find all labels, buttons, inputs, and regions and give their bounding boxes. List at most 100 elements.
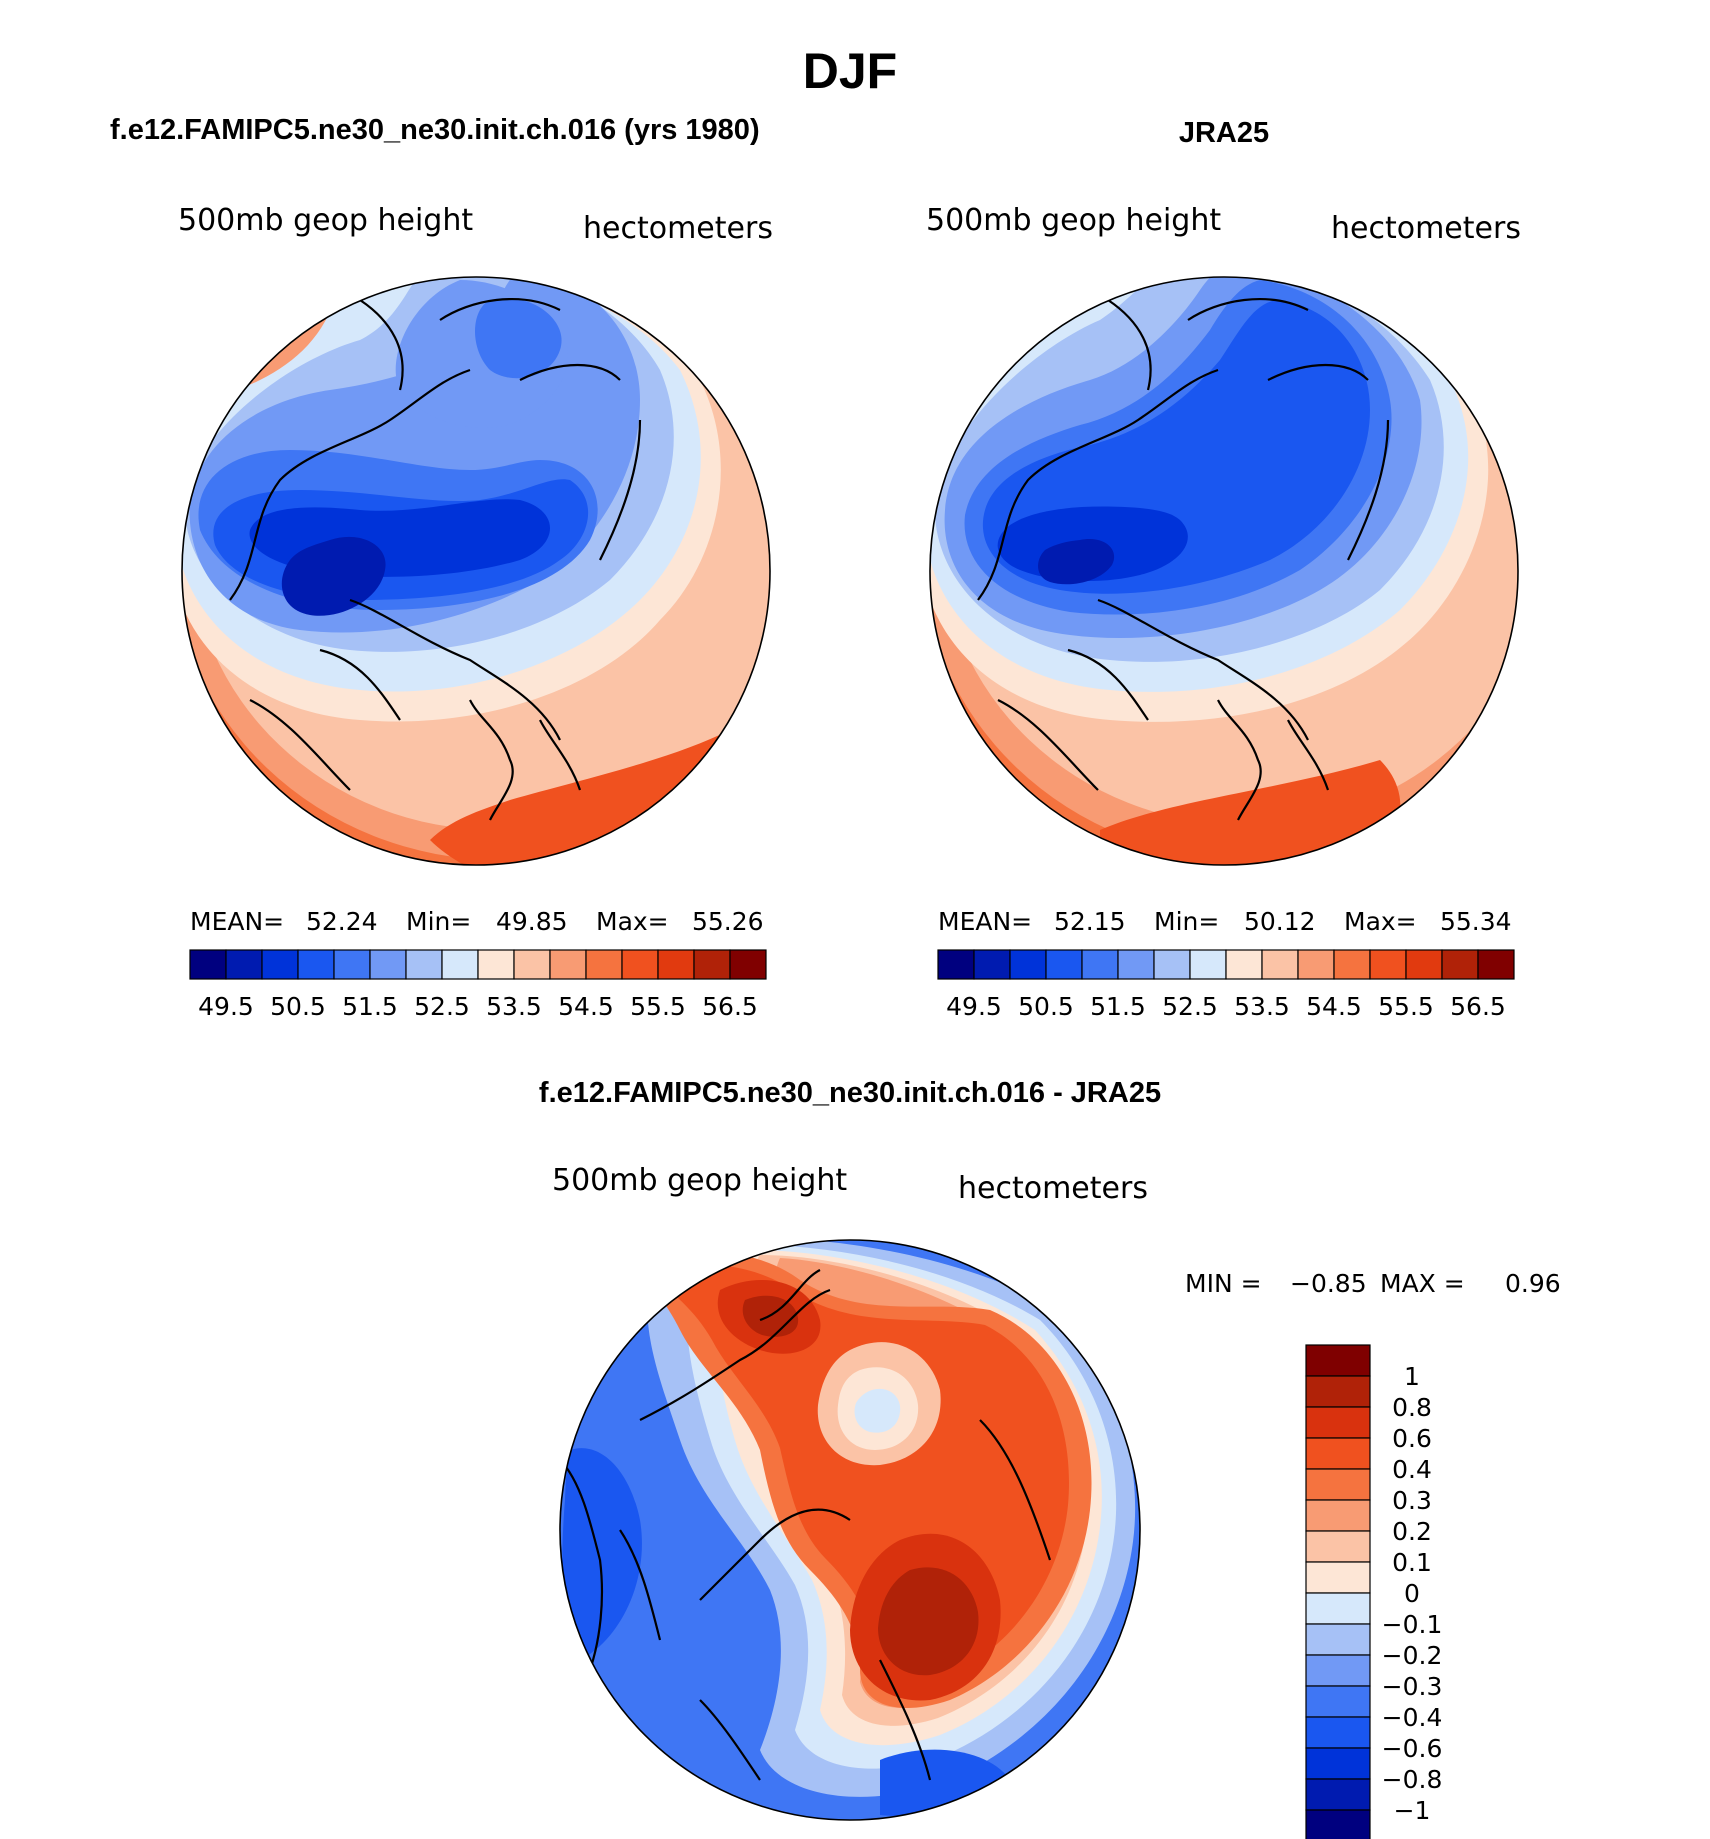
panel-obs-field-label: 500mb geop height: [926, 203, 1221, 238]
panel-model-map: [182, 277, 770, 865]
colorbar-swatch: [1305, 1747, 1371, 1780]
panel-model-map-border: [181, 276, 771, 866]
coastline: [619, 1269, 1052, 1781]
colorbar-swatch: [1441, 949, 1479, 980]
colorbar-tick-label: 0: [1404, 1579, 1420, 1608]
colorbar-tick-label: −0.1: [1382, 1610, 1443, 1639]
colorbar-swatch: [513, 949, 551, 980]
colorbar-tick-label: −0.8: [1382, 1765, 1443, 1794]
colorbar-swatch: [1369, 949, 1407, 980]
coastline: [1217, 699, 1330, 821]
panel-diff-title: f.e12.FAMIPC5.ne30_ne30.init.ch.016 - JR…: [539, 1077, 1161, 1109]
contour-band: [281, 536, 386, 616]
colorbar-swatch: [1305, 1406, 1371, 1439]
colorbar-tick-label: 54.5: [1306, 992, 1362, 1021]
colorbar-swatch: [189, 949, 227, 980]
colorbar-tick-label: −0.2: [1382, 1641, 1443, 1670]
stat-label-mean: MEAN=: [938, 907, 1032, 936]
colorbar-tick-label: 49.5: [198, 992, 254, 1021]
stat-label-min: MIN =: [1185, 1269, 1262, 1298]
panel-diff-map-border: [559, 1239, 1141, 1821]
colorbar-tick-label: 0.2: [1392, 1517, 1432, 1546]
colorbar-swatch: [1405, 949, 1443, 980]
contour-band: [878, 1567, 979, 1676]
stat-value-max: 0.96: [1505, 1269, 1561, 1298]
stat-label-max: Max=: [596, 907, 669, 936]
colorbar-tick-label: 55.5: [630, 992, 686, 1021]
colorbar-swatch: [937, 949, 975, 980]
colorbar-swatch: [1477, 949, 1515, 980]
colorbar-swatch: [1261, 949, 1299, 980]
colorbar-swatch: [1305, 1778, 1371, 1811]
panel-obs-map-border: [929, 276, 1519, 866]
figure-title: DJF: [803, 43, 897, 99]
panel-model-units-label: hectometers: [583, 211, 773, 246]
colorbar-tick-label: 0.3: [1392, 1486, 1432, 1515]
colorbar-tick-label: 51.5: [1090, 992, 1146, 1021]
panel-diff-map: [560, 1240, 1140, 1820]
colorbar-tick-label: −0.3: [1382, 1672, 1443, 1701]
colorbar-swatch: [1305, 1685, 1371, 1718]
stat-value-mean: 52.24: [306, 907, 378, 936]
colorbar-swatch: [693, 949, 731, 980]
colorbar-swatch: [1333, 949, 1371, 980]
stat-label-min: Min=: [1154, 907, 1219, 936]
panel-diff-colorbar-ticks: 10.80.60.40.30.20.10−0.1−0.2−0.3−0.4−0.6…: [1382, 1362, 1443, 1825]
colorbar-swatch: [621, 949, 659, 980]
panel-obs-colorbar-ticks: 49.5 50.5 51.5 52.5 53.5 54.5 55.5 56.5: [946, 992, 1506, 1021]
stat-value-min: 49.85: [496, 907, 568, 936]
panel-diff-units-label: hectometers: [958, 1171, 1148, 1206]
coastline: [977, 298, 1390, 791]
colorbar-tick-label: 51.5: [342, 992, 398, 1021]
colorbar-swatch: [369, 949, 407, 980]
colorbar-swatch: [585, 949, 623, 980]
contour-band: [475, 298, 562, 379]
colorbar-swatch: [225, 949, 263, 980]
panel-model-colorbar: [189, 949, 767, 980]
stat-value-mean: 52.15: [1054, 907, 1126, 936]
colorbar-tick-label: 0.4: [1392, 1455, 1432, 1484]
colorbar-tick-label: 52.5: [414, 992, 470, 1021]
stat-value-min: 50.12: [1244, 907, 1316, 936]
panel-model: f.e12.FAMIPC5.ne30_ne30.init.ch.016 (yrs…: [110, 114, 773, 1021]
colorbar-swatch: [477, 949, 515, 980]
colorbar-swatch: [973, 949, 1011, 980]
panel-obs-colorbar: [937, 949, 1515, 980]
stat-label-min: Min=: [406, 907, 471, 936]
colorbar-swatch: [1305, 1561, 1371, 1594]
stat-value-min: −0.85: [1290, 1269, 1367, 1298]
contour-band: [1038, 539, 1115, 585]
colorbar-swatch: [1305, 1375, 1371, 1408]
colorbar-swatch: [729, 949, 767, 980]
colorbar-swatch: [1305, 1468, 1371, 1501]
colorbar-swatch: [1305, 1530, 1371, 1563]
panel-diff-colorbar: [1305, 1344, 1371, 1839]
colorbar-swatch: [1153, 949, 1191, 980]
colorbar-swatch: [333, 949, 371, 980]
colorbar-swatch: [1045, 949, 1083, 980]
panel-obs-title: JRA25: [1179, 117, 1269, 149]
colorbar-swatch: [1305, 1654, 1371, 1687]
colorbar-swatch: [1305, 1809, 1371, 1839]
colorbar-swatch: [1297, 949, 1335, 980]
stat-label-max: MAX =: [1380, 1269, 1465, 1298]
colorbar-swatch: [1189, 949, 1227, 980]
colorbar-tick-label: 0.6: [1392, 1424, 1432, 1453]
colorbar-swatch: [297, 949, 335, 980]
colorbar-tick-label: 53.5: [486, 992, 542, 1021]
panel-diff-field-label: 500mb geop height: [552, 1163, 847, 1198]
stat-label-max: Max=: [1344, 907, 1417, 936]
colorbar-tick-label: 0.1: [1392, 1548, 1432, 1577]
colorbar-tick-label: 1: [1404, 1362, 1420, 1391]
colorbar-swatch: [1225, 949, 1263, 980]
colorbar-swatch: [441, 949, 479, 980]
colorbar-swatch: [1305, 1592, 1371, 1625]
contour-band: [854, 1388, 901, 1433]
colorbar-tick-label: 53.5: [1234, 992, 1290, 1021]
panel-model-field-label: 500mb geop height: [178, 203, 473, 238]
panel-obs: JRA25 500mb geop height hectometers MEAN…: [926, 117, 1521, 1021]
colorbar-swatch: [1009, 949, 1047, 980]
colorbar-swatch: [1305, 1499, 1371, 1532]
stat-value-max: 55.26: [692, 907, 764, 936]
